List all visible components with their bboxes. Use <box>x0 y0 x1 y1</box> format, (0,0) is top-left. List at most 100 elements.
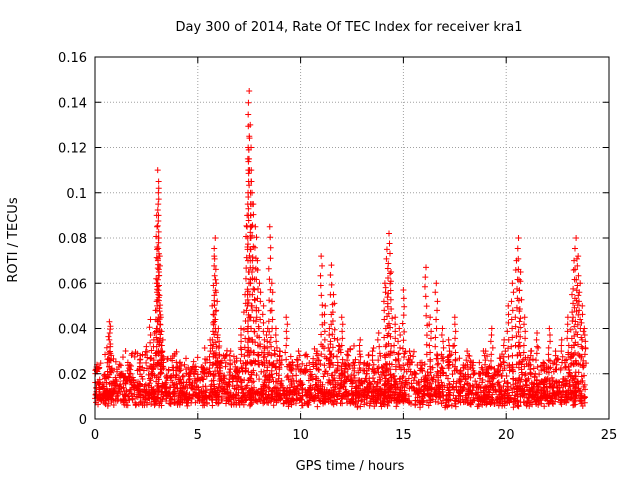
data-point <box>541 367 548 374</box>
data-point <box>523 382 530 389</box>
x-tick-label: 25 <box>601 428 618 443</box>
data-point <box>326 325 333 332</box>
data-point <box>293 372 300 379</box>
x-tick-label: 5 <box>194 428 202 443</box>
data-point <box>230 392 237 399</box>
data-point <box>244 241 251 248</box>
data-point <box>379 399 386 406</box>
data-point <box>582 394 589 401</box>
data-point <box>385 290 392 297</box>
data-point <box>452 403 459 410</box>
data-point <box>440 392 447 399</box>
data-point <box>113 378 120 385</box>
data-point <box>142 396 149 403</box>
data-point <box>406 357 413 364</box>
data-point <box>273 363 280 370</box>
data-point <box>199 376 206 383</box>
data-point <box>351 367 358 374</box>
data-point <box>217 359 224 366</box>
data-point <box>260 302 267 309</box>
data-point <box>539 362 546 369</box>
data-point <box>351 374 358 381</box>
data-point <box>358 377 365 384</box>
data-point <box>575 369 582 376</box>
data-point <box>485 370 492 377</box>
data-point <box>387 287 394 294</box>
data-point <box>577 316 584 323</box>
data-point <box>545 364 552 371</box>
data-point <box>295 348 302 355</box>
data-point <box>488 331 495 338</box>
data-point <box>558 348 565 355</box>
data-point <box>422 375 429 382</box>
data-point <box>419 367 426 374</box>
data-point <box>568 291 575 298</box>
data-point <box>272 351 279 358</box>
data-point <box>156 321 163 328</box>
data-point <box>392 363 399 370</box>
data-point <box>547 357 554 364</box>
data-point <box>466 382 473 389</box>
data-point <box>334 359 341 366</box>
data-point <box>248 268 255 275</box>
data-point <box>327 397 334 404</box>
data-point <box>159 336 166 343</box>
data-point <box>516 388 523 395</box>
data-point <box>402 348 409 355</box>
data-point <box>116 361 123 368</box>
data-point <box>282 349 289 356</box>
data-point <box>565 373 572 380</box>
data-point <box>270 402 277 409</box>
data-point <box>554 355 561 362</box>
data-point <box>567 387 574 394</box>
data-point <box>277 381 284 388</box>
data-point <box>427 314 434 321</box>
gridlines <box>95 57 609 419</box>
data-point <box>544 395 551 402</box>
data-point <box>501 359 508 366</box>
x-axis-label: GPS time / hours <box>296 459 405 474</box>
data-point <box>399 345 406 352</box>
data-point <box>146 324 153 331</box>
data-point <box>213 392 220 399</box>
data-point <box>575 292 582 299</box>
data-point <box>181 361 188 368</box>
data-point <box>529 401 536 408</box>
data-point <box>575 253 582 260</box>
data-point <box>569 309 576 316</box>
data-point <box>107 343 114 350</box>
data-point <box>155 282 162 289</box>
data-point <box>251 286 258 293</box>
data-point <box>375 363 382 370</box>
data-point <box>119 354 126 361</box>
data-point <box>214 331 221 338</box>
data-point <box>336 372 343 379</box>
data-point <box>391 349 398 356</box>
data-point <box>267 398 274 405</box>
data-point <box>481 352 488 359</box>
data-point <box>268 343 275 350</box>
data-point <box>207 386 214 393</box>
data-point <box>145 395 152 402</box>
data-point <box>155 287 162 294</box>
data-point <box>275 375 282 382</box>
data-point <box>381 334 388 341</box>
data-point <box>283 335 290 342</box>
data-point <box>247 280 254 287</box>
data-point <box>155 235 162 241</box>
data-point <box>284 321 291 328</box>
data-point <box>383 255 390 262</box>
data-point <box>410 348 417 355</box>
data-point <box>259 311 266 318</box>
data-point <box>570 285 577 292</box>
data-point <box>516 305 523 312</box>
data-point <box>392 314 399 321</box>
data-point <box>184 402 191 409</box>
data-point <box>130 377 137 384</box>
data-point <box>127 378 134 385</box>
data-point <box>239 368 246 375</box>
x-tick-label: 15 <box>395 428 412 443</box>
data-point <box>500 342 507 349</box>
data-point <box>578 353 585 360</box>
data-point <box>441 382 448 389</box>
